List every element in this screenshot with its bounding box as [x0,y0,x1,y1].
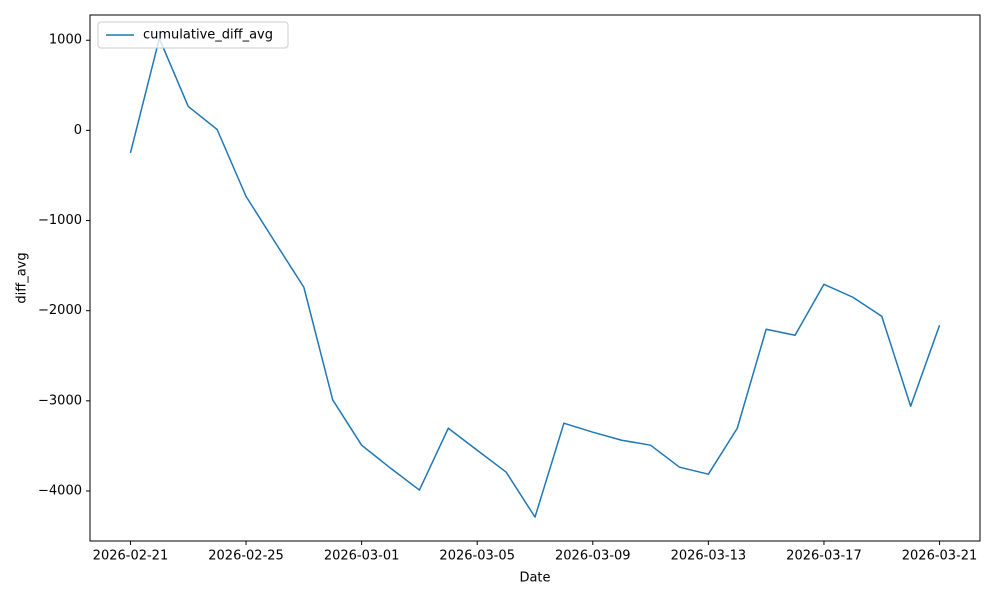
x-tick-label: 2026-03-13 [671,549,747,564]
x-tick-label: 2026-03-05 [439,549,515,564]
y-tick-label: 0 [74,123,82,138]
legend-label: cumulative_diff_avg [143,28,273,43]
x-tick-label: 2026-03-17 [786,549,862,564]
line [129,37,941,518]
y-tick-label: −4000 [38,483,82,498]
plot-frame [89,14,981,542]
x-tick-label: 2026-02-25 [208,549,284,564]
y-tick-label: −1000 [38,213,82,228]
y-tick-label: −2000 [38,303,82,318]
x-tick-label: 2026-02-21 [93,549,169,564]
x-axis-label: Date [519,571,550,586]
y-axis-label: diff_avg [15,252,30,303]
x-tick-label: 2026-03-01 [324,549,400,564]
y-tick-label: 1000 [49,33,82,48]
y-tick-label: −3000 [38,393,82,408]
x-tick-label: 2026-03-09 [555,549,631,564]
legend-box [97,21,289,49]
x-tick-label: 2026-03-21 [902,549,978,564]
